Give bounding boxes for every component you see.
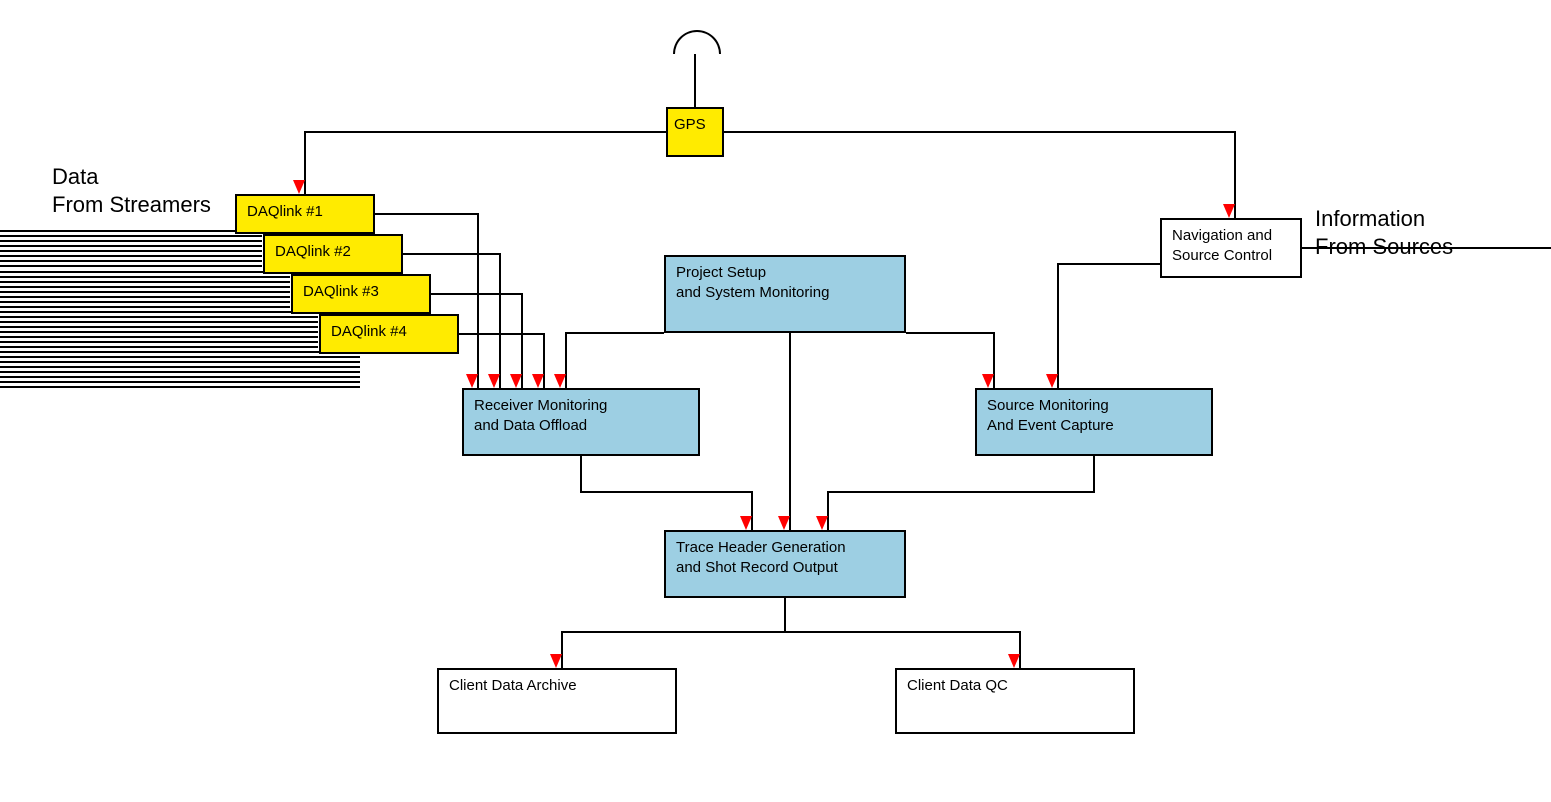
arrowhead	[740, 516, 752, 530]
connector-lines	[0, 0, 1551, 802]
streamer-bundle	[0, 351, 360, 391]
arrowhead	[816, 516, 828, 530]
label-info-from-sources: InformationFrom Sources	[1315, 205, 1453, 260]
arrowhead	[510, 374, 522, 388]
arrowhead	[466, 374, 478, 388]
node-daqlink-4: DAQlink #4	[319, 314, 459, 354]
node-source-monitoring: Source MonitoringAnd Event Capture	[975, 388, 1213, 456]
node-gps: GPS	[666, 107, 724, 157]
arrowhead	[554, 374, 566, 388]
arrowhead	[293, 180, 305, 194]
arrowhead	[1008, 654, 1020, 668]
node-daqlink-3: DAQlink #3	[291, 274, 431, 314]
label-data-from-streamers: DataFrom Streamers	[52, 163, 211, 218]
node-daqlink-2: DAQlink #2	[263, 234, 403, 274]
node-daqlink-1: DAQlink #1	[235, 194, 375, 234]
node-client-data-archive: Client Data Archive	[437, 668, 677, 734]
node-trace-header: Trace Header Generationand Shot Record O…	[664, 530, 906, 598]
diagram-canvas: DataFrom Streamers InformationFrom Sourc…	[0, 0, 1551, 802]
streamer-bundle	[0, 311, 318, 351]
gps-antenna-dome	[673, 30, 721, 54]
arrowhead	[778, 516, 790, 530]
arrowhead	[488, 374, 500, 388]
arrowhead	[532, 374, 544, 388]
node-client-data-qc: Client Data QC	[895, 668, 1135, 734]
arrowhead	[1046, 374, 1058, 388]
arrowhead	[982, 374, 994, 388]
node-navigation-source-control: Navigation andSource Control	[1160, 218, 1302, 278]
arrowhead	[1223, 204, 1235, 218]
streamer-bundle	[0, 271, 290, 311]
node-receiver-monitoring: Receiver Monitoringand Data Offload	[462, 388, 700, 456]
streamer-bundle	[0, 230, 262, 270]
node-project-setup: Project Setupand System Monitoring	[664, 255, 906, 333]
gps-antenna-mast	[694, 54, 696, 107]
arrowhead	[550, 654, 562, 668]
